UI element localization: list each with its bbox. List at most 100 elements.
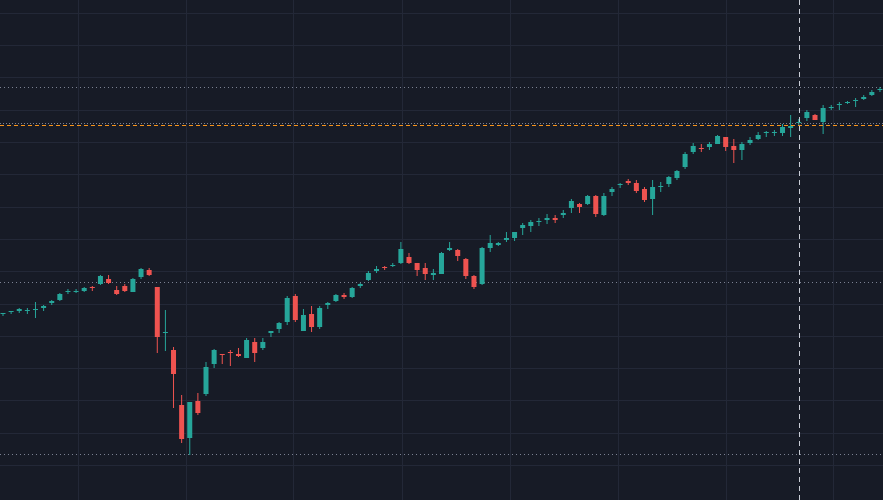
candle-body-up xyxy=(41,306,47,308)
candle-body-up xyxy=(544,218,550,220)
candle xyxy=(252,338,258,362)
candle-body-up xyxy=(162,332,168,333)
candle-body-down xyxy=(154,287,160,337)
candle xyxy=(41,305,47,311)
candle-body-up xyxy=(203,367,209,394)
candle-body-up xyxy=(317,308,323,327)
candle xyxy=(828,105,834,110)
candle-body-up xyxy=(690,146,696,152)
candle-body-down xyxy=(219,354,225,355)
candle-body-up xyxy=(8,311,14,312)
candle xyxy=(203,362,209,396)
candle xyxy=(32,302,38,318)
candle xyxy=(325,302,331,309)
candle xyxy=(219,354,225,364)
candle xyxy=(487,235,493,252)
candle xyxy=(804,110,810,121)
candle xyxy=(666,176,672,187)
candle-body-up xyxy=(861,97,867,99)
candle-body-up xyxy=(447,248,453,250)
candle-body-up xyxy=(503,238,509,240)
candle-body-down xyxy=(471,276,477,287)
candle-body-down xyxy=(227,352,233,353)
candle-body-up xyxy=(747,140,753,143)
candle-body-up xyxy=(585,196,591,204)
candle-body-up xyxy=(788,126,794,128)
candle-body-up xyxy=(49,301,55,303)
candle xyxy=(601,193,607,216)
candle xyxy=(357,283,363,288)
candle-body-up xyxy=(763,132,769,133)
candle-body-up xyxy=(284,298,290,322)
candle xyxy=(268,331,274,337)
candle-body-up xyxy=(780,127,786,133)
candle-body-down xyxy=(171,350,177,374)
candle-body-down xyxy=(414,263,420,270)
candle xyxy=(844,101,850,104)
candle-body-up xyxy=(715,136,721,144)
candle-body-down xyxy=(406,257,412,263)
candle xyxy=(195,393,201,415)
candle xyxy=(154,287,160,353)
candle xyxy=(390,263,396,267)
candle xyxy=(430,269,436,280)
candle xyxy=(260,338,266,350)
candle-body-up xyxy=(244,340,250,358)
candle-body-up xyxy=(65,291,71,292)
candle xyxy=(97,275,103,285)
candle-body-up xyxy=(536,221,542,222)
candle-body-up xyxy=(674,171,680,178)
candle xyxy=(382,266,388,270)
candle xyxy=(544,214,550,224)
candle xyxy=(495,242,501,246)
candle-body-down xyxy=(552,218,558,220)
candle xyxy=(300,309,306,331)
candle xyxy=(861,95,867,100)
candle xyxy=(650,180,656,215)
candle-body-up xyxy=(796,122,802,123)
candle xyxy=(731,139,737,163)
candle xyxy=(512,232,518,241)
candle xyxy=(585,195,591,205)
candle xyxy=(16,308,22,313)
candle xyxy=(739,142,745,160)
candle xyxy=(658,182,664,192)
candle-body-up xyxy=(658,186,664,187)
candle-body-up xyxy=(568,201,574,208)
candle-body-up xyxy=(187,402,193,438)
candle xyxy=(568,199,574,213)
candle xyxy=(309,306,315,332)
candle xyxy=(317,306,323,329)
candle-body-up xyxy=(820,108,826,122)
candle xyxy=(788,115,794,137)
candle-body-down xyxy=(292,296,298,320)
candle-body-up xyxy=(138,269,144,277)
candle-body-up xyxy=(844,102,850,103)
candle-body-up xyxy=(755,135,761,139)
candle xyxy=(106,275,112,284)
candle-body-up xyxy=(24,310,30,311)
candle xyxy=(130,278,136,292)
candle xyxy=(698,144,704,152)
candle xyxy=(869,90,875,96)
candle-body-down xyxy=(698,148,704,149)
candle-body-down xyxy=(812,115,818,120)
candle xyxy=(292,294,298,322)
candle xyxy=(49,300,55,305)
candle-body-up xyxy=(73,291,79,292)
candle-body-up xyxy=(0,313,6,314)
candle xyxy=(406,253,412,264)
candle xyxy=(341,293,347,299)
candle xyxy=(706,142,712,150)
candle xyxy=(211,349,217,368)
candle-body-up xyxy=(438,253,444,274)
candle xyxy=(114,286,120,295)
candle xyxy=(284,296,290,325)
candle-body-up xyxy=(520,225,526,228)
candle xyxy=(422,263,428,280)
candle xyxy=(162,310,168,351)
candle-body-up xyxy=(601,196,607,215)
